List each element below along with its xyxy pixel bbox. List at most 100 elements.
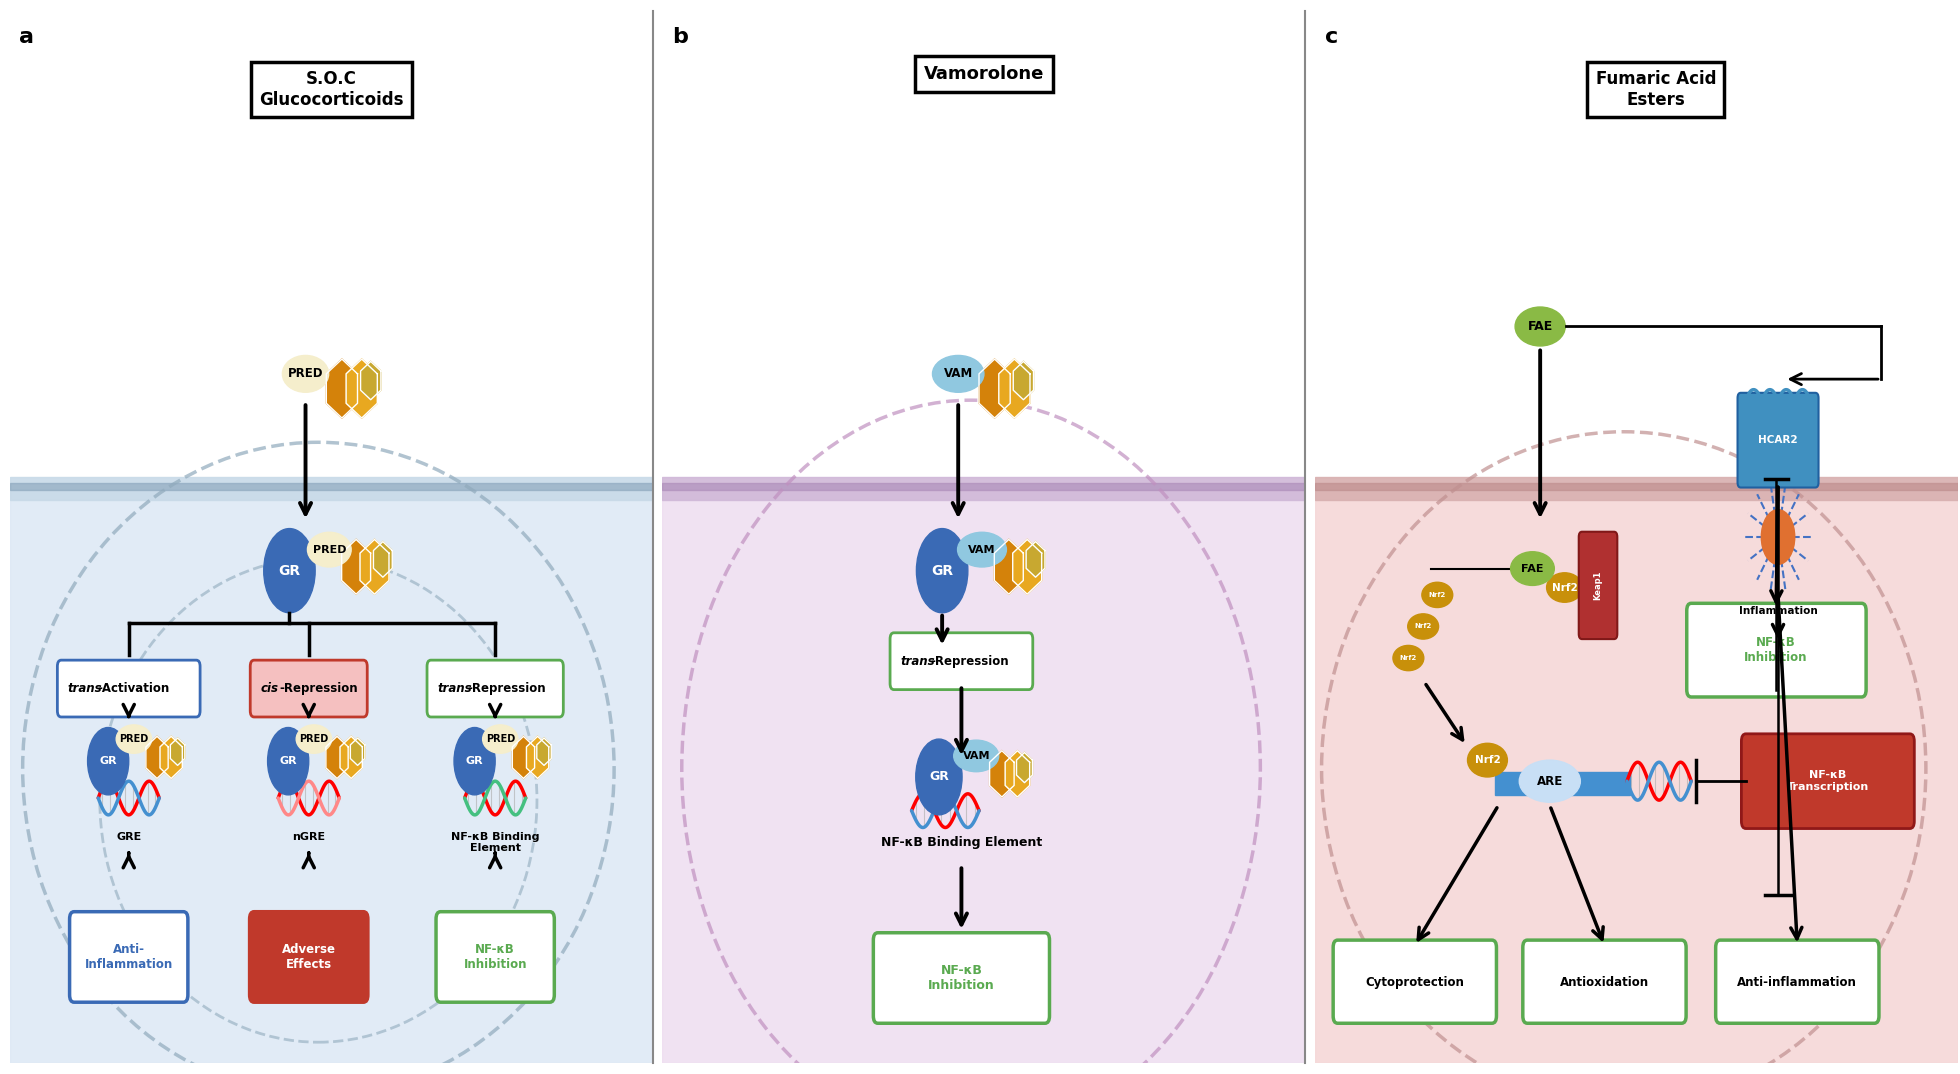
Polygon shape	[145, 737, 169, 779]
FancyBboxPatch shape	[71, 912, 188, 1002]
Text: NF-κB Binding Element: NF-κB Binding Element	[880, 836, 1043, 848]
Text: nGRE: nGRE	[292, 831, 325, 842]
Text: PRED: PRED	[300, 735, 329, 744]
Text: FAE: FAE	[1527, 320, 1552, 333]
Bar	[10, 11, 653, 490]
Polygon shape	[341, 539, 370, 594]
Polygon shape	[347, 359, 378, 418]
FancyBboxPatch shape	[1740, 734, 1915, 828]
Text: GR: GR	[100, 756, 118, 766]
Circle shape	[915, 739, 962, 815]
Text: NF-κB Binding
Element: NF-κB Binding Element	[451, 831, 539, 854]
Text: VAM: VAM	[968, 545, 996, 554]
Text: -Repression: -Repression	[280, 682, 359, 695]
Bar	[1315, 490, 1958, 1063]
Circle shape	[917, 528, 968, 613]
Polygon shape	[994, 539, 1023, 594]
Text: GRE: GRE	[116, 831, 141, 842]
Text: Antioxidation: Antioxidation	[1560, 975, 1648, 989]
Ellipse shape	[1407, 614, 1439, 639]
Circle shape	[265, 528, 316, 613]
Bar	[10, 483, 653, 490]
Text: b: b	[672, 27, 688, 46]
Text: HCAR2: HCAR2	[1758, 435, 1797, 445]
Text: GR: GR	[931, 564, 953, 578]
Text: Keap1: Keap1	[1593, 570, 1603, 600]
Ellipse shape	[1515, 307, 1566, 346]
Text: PRED: PRED	[486, 735, 515, 744]
Text: trans: trans	[900, 655, 935, 668]
FancyBboxPatch shape	[1715, 940, 1880, 1024]
FancyBboxPatch shape	[1578, 532, 1617, 639]
Polygon shape	[527, 737, 549, 779]
Text: Inflammation: Inflammation	[1739, 606, 1817, 615]
Text: a: a	[20, 27, 35, 46]
Text: Anti-
Inflammation: Anti- Inflammation	[84, 943, 172, 971]
Ellipse shape	[1421, 582, 1452, 608]
Text: Nrf2: Nrf2	[1415, 624, 1433, 629]
Text: PRED: PRED	[312, 545, 347, 554]
Text: GR: GR	[280, 756, 298, 766]
Ellipse shape	[282, 355, 329, 392]
FancyBboxPatch shape	[1523, 940, 1686, 1024]
Text: NF-κB
Inhibition: NF-κB Inhibition	[1744, 636, 1807, 664]
Ellipse shape	[933, 355, 984, 392]
Ellipse shape	[482, 725, 517, 753]
Polygon shape	[537, 738, 551, 766]
Text: Cytoprotection: Cytoprotection	[1366, 975, 1464, 989]
Bar	[662, 11, 1305, 490]
Bar	[1315, 483, 1958, 490]
Ellipse shape	[308, 533, 351, 567]
Ellipse shape	[296, 725, 331, 753]
FancyBboxPatch shape	[435, 912, 555, 1002]
Text: trans: trans	[437, 682, 472, 695]
Ellipse shape	[958, 533, 1005, 567]
Bar	[1315, 11, 1958, 490]
Text: NF-κB
Inhibition: NF-κB Inhibition	[463, 943, 527, 971]
Bar	[662, 483, 1305, 490]
Bar	[662, 477, 1305, 500]
Text: VAM: VAM	[943, 367, 972, 380]
Text: Nrf2: Nrf2	[1399, 655, 1417, 661]
Bar	[10, 477, 653, 500]
Text: cis: cis	[261, 682, 278, 695]
FancyBboxPatch shape	[249, 912, 368, 1002]
Text: c: c	[1325, 27, 1339, 46]
Ellipse shape	[1762, 510, 1795, 564]
Polygon shape	[1013, 539, 1041, 594]
Text: ARE: ARE	[1537, 774, 1562, 787]
Circle shape	[88, 727, 129, 795]
FancyBboxPatch shape	[1333, 940, 1495, 1024]
Text: NF-κB
Inhibition: NF-κB Inhibition	[927, 964, 996, 992]
Text: Vamorolone: Vamorolone	[923, 64, 1045, 83]
Circle shape	[269, 727, 310, 795]
Text: GR: GR	[278, 564, 300, 578]
Text: Adverse
Effects: Adverse Effects	[282, 943, 335, 971]
Text: PRED: PRED	[120, 735, 149, 744]
Polygon shape	[161, 737, 182, 779]
Text: GR: GR	[466, 756, 484, 766]
Polygon shape	[351, 738, 365, 766]
FancyBboxPatch shape	[57, 661, 200, 717]
FancyBboxPatch shape	[1737, 393, 1819, 488]
Polygon shape	[1017, 753, 1033, 783]
Text: VAM: VAM	[962, 751, 990, 760]
Text: Nrf2: Nrf2	[1429, 592, 1446, 598]
Text: Nrf2: Nrf2	[1552, 582, 1578, 593]
FancyBboxPatch shape	[890, 633, 1033, 690]
Ellipse shape	[1511, 552, 1554, 585]
FancyBboxPatch shape	[874, 932, 1049, 1024]
Polygon shape	[978, 359, 1009, 418]
Text: PRED: PRED	[288, 367, 323, 380]
Polygon shape	[990, 751, 1013, 797]
Polygon shape	[374, 541, 392, 577]
Text: -Repression: -Repression	[468, 682, 547, 695]
Ellipse shape	[116, 725, 151, 753]
Text: Fumaric Acid
Esters: Fumaric Acid Esters	[1595, 70, 1717, 110]
Text: Anti-inflammation: Anti-inflammation	[1737, 975, 1858, 989]
Polygon shape	[171, 738, 184, 766]
Text: -Activation: -Activation	[98, 682, 171, 695]
Polygon shape	[1013, 362, 1033, 400]
Circle shape	[455, 727, 496, 795]
Polygon shape	[1027, 541, 1045, 577]
